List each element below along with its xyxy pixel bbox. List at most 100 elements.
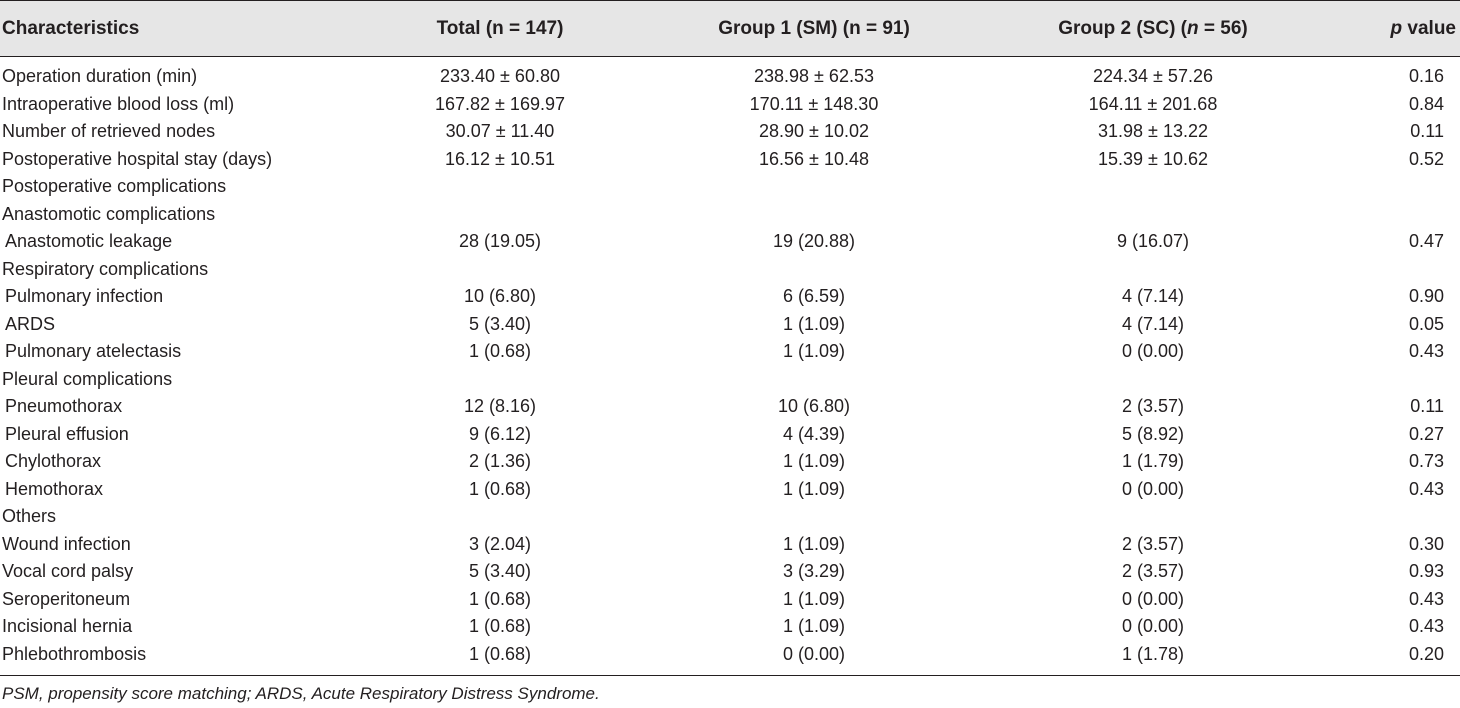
table-row: Number of retrieved nodes 30.07 ± 11.40 28… [0,118,1460,146]
cell-group1: 10 (6.80) [777,396,851,416]
table-row: Postoperative complications [0,173,1460,201]
cell-group1: 170.11 ± 148.30 [749,93,879,114]
cell-p-value: 0.11 [1410,121,1444,141]
table-row: Anastomotic leakage 28 (19.05) 19 (20.88) 9… [0,228,1460,256]
table-row: Respiratory complications [0,256,1460,284]
cell-group1: 6 (6.59) [782,286,846,306]
cell-group2: 2 (3.57) [1121,533,1185,554]
table-row: Wound infection 3 (2.04) 1 (1.09) 2 (3.57) 0… [0,531,1460,559]
cell-total: 1 (0.68) [468,341,532,361]
header-p-italic: p [1390,18,1403,39]
cell-p-value: 0.73 [1408,451,1444,471]
table-row: Postoperative hospital stay (days) 16.12 … [0,146,1460,174]
row-label: Others [2,506,57,526]
cell-group1: 1 (1.09) [782,478,846,499]
cell-group1: 0 (0.00) [782,643,846,664]
cell-total: 12 (8.16) [463,396,537,416]
row-label: Pneumothorax [5,396,123,416]
header-group2-n: n [1187,18,1199,39]
cell-p-value: 0.84 [1408,93,1444,114]
row-label: Intraoperative blood loss (ml) [2,93,235,114]
cell-p-value: 0.43 [1408,478,1444,499]
cell-p-value: 0.52 [1408,148,1444,169]
cell-group2: 0 (0.00) [1121,341,1185,361]
table-row: Chylothorax 2 (1.36) 1 (1.09) 1 (1.79) 0.73 [0,448,1460,476]
cell-p-value: 0.30 [1408,533,1444,554]
cell-group1: 28.90 ± 10.02 [759,121,869,141]
table-row: Operation duration (min) 233.40 ± 60.80 23… [0,63,1460,91]
cell-group1: 1 (1.09) [782,588,846,609]
cell-group2: 2 (3.57) [1121,561,1185,581]
cell-p-value: 0.47 [1408,231,1444,251]
cell-group2: 0 (0.00) [1121,478,1185,499]
header-characteristics: Characteristics [2,18,140,39]
cell-p-value: 0.93 [1408,561,1444,581]
table-bottom-rule [0,675,1460,676]
header-group2: Group 2 (SC) (n = 56) [993,1,1313,56]
cell-group1: 238.98 ± 62.53 [754,66,874,86]
header-p-value: p value [1391,1,1456,56]
cell-total: 30.07 ± 11.40 [445,121,555,141]
row-label: Operation duration (min) [2,66,198,86]
cell-group1: 16.56 ± 10.48 [759,148,869,169]
cell-group2: 164.11 ± 201.68 [1088,93,1218,114]
cell-group2: 5 (8.92) [1121,423,1185,444]
row-label: Chylothorax [5,451,102,471]
table-row: Hemothorax 1 (0.68) 1 (1.09) 0 (0.00) 0.43 [0,476,1460,504]
table-row: Pulmonary infection 10 (6.80) 6 (6.59) 4 (7… [0,283,1460,311]
header-group2-suffix: = 56) [1198,18,1248,39]
row-label: Phlebothrombosis [2,643,147,664]
cell-p-value: 0.43 [1408,341,1444,361]
header-p-rest: value [1402,18,1456,39]
row-label: Anastomotic leakage [5,231,173,251]
cell-group2: 1 (1.79) [1121,451,1185,471]
cell-total: 10 (6.80) [463,286,537,306]
row-label: Seroperitoneum [2,588,131,609]
cell-total: 9 (6.12) [468,423,532,444]
row-label: Number of retrieved nodes [2,121,216,141]
table-row: Others [0,503,1460,531]
row-label: Pleural effusion [5,423,129,444]
cell-total: 28 (19.05) [458,231,542,251]
cell-total: 1 (0.68) [468,478,532,499]
cell-group1: 19 (20.88) [772,231,856,251]
table-row: Phlebothrombosis 1 (0.68) 0 (0.00) 1 (1.78)… [0,641,1460,669]
cell-group1: 1 (1.09) [782,313,846,334]
cell-group1: 3 (3.29) [782,561,846,581]
cell-group1: 1 (1.09) [782,616,846,636]
cell-p-value: 0.43 [1408,588,1444,609]
row-label: Pulmonary infection [5,286,164,306]
cell-group1: 1 (1.09) [782,341,846,361]
row-label: Respiratory complications [2,258,209,279]
cell-group2: 1 (1.78) [1121,643,1185,664]
table-row: Anastomotic complications [0,201,1460,229]
table-row: Seroperitoneum 1 (0.68) 1 (1.09) 0 (0.00) 0.… [0,586,1460,614]
table-row: Pleural effusion 9 (6.12) 4 (4.39) 5 (8.92)… [0,421,1460,449]
cell-p-value: 0.27 [1408,423,1444,444]
row-label: Vocal cord palsy [2,561,134,581]
cell-group2: 224.34 ± 57.26 [1093,66,1213,86]
cell-group2: 31.98 ± 13.22 [1098,121,1208,141]
table-footnote: PSM, propensity score matching; ARDS, Ac… [2,684,600,703]
cell-total: 1 (0.68) [468,616,532,636]
cell-total: 16.12 ± 10.51 [445,148,555,169]
cell-p-value: 0.11 [1410,396,1444,416]
cell-group2: 9 (16.07) [1116,231,1190,251]
cell-group2: 15.39 ± 10.62 [1098,148,1208,169]
table-row: Pneumothorax 12 (8.16) 10 (6.80) 2 (3.57) 0.… [0,393,1460,421]
cell-group2: 0 (0.00) [1121,588,1185,609]
row-label: Hemothorax [5,478,104,499]
row-label: Pleural complications [2,368,173,389]
cell-total: 3 (2.04) [468,533,532,554]
cell-total: 5 (3.40) [468,313,532,334]
cell-p-value: 0.16 [1408,66,1444,86]
table-row: Pleural complications [0,366,1460,394]
cell-total: 1 (0.68) [468,643,532,664]
cell-p-value: 0.20 [1408,643,1444,664]
cell-total: 1 (0.68) [468,588,532,609]
row-label: Pulmonary atelectasis [5,341,182,361]
cell-total: 167.82 ± 169.97 [435,93,565,114]
cell-p-value: 0.90 [1408,286,1444,306]
cell-group2: 0 (0.00) [1121,616,1185,636]
table-row: ARDS 5 (3.40) 1 (1.09) 4 (7.14) 0.05 [0,311,1460,339]
